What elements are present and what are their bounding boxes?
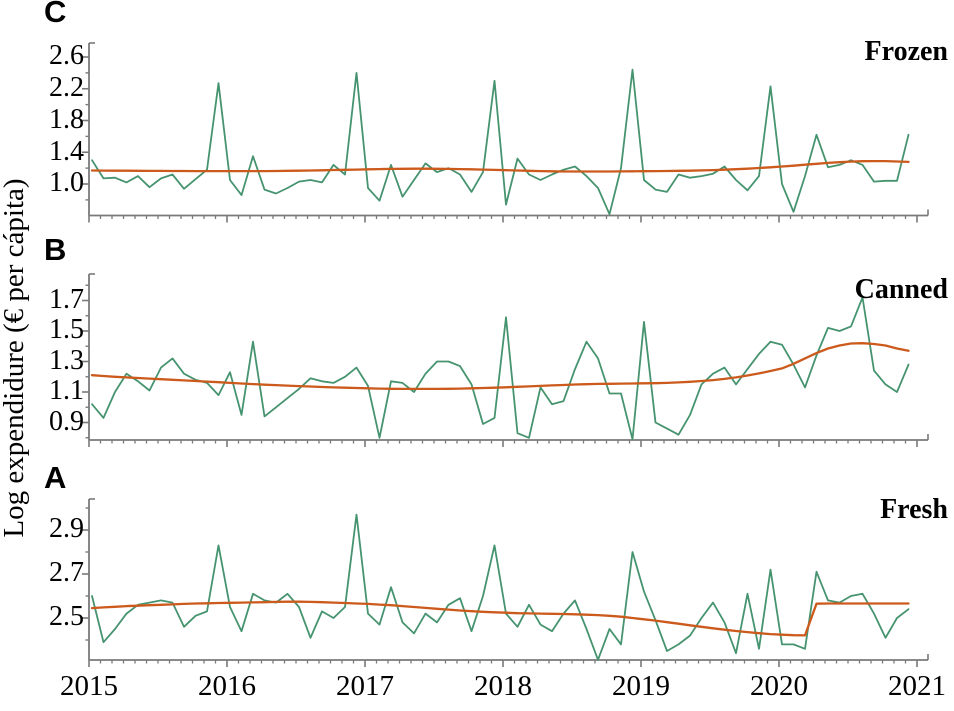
panel-b-trend-line xyxy=(90,342,910,391)
panel-a-ytick-label: 2.5 xyxy=(49,601,84,632)
x-tick-label-2015: 2015 xyxy=(60,670,118,702)
panel-a-ytick-label: 2.9 xyxy=(49,513,84,544)
panel-a-trend-line xyxy=(90,600,910,637)
x-tick-label-2018: 2018 xyxy=(474,670,532,702)
panel-b-ytick-label: 1.5 xyxy=(49,314,84,345)
panel-a-observed-line xyxy=(91,513,910,661)
x-tick-label-2021: 2021 xyxy=(888,670,946,702)
panel-b-ytick-label: 1.3 xyxy=(49,344,84,376)
panel-title-canned: Canned xyxy=(854,274,948,305)
panel-b-ytick-label: 1.1 xyxy=(49,375,84,406)
panel-b xyxy=(82,273,929,447)
panel-c-ytick-label: 2.6 xyxy=(49,40,84,71)
panel-a-ytick-label: 2.7 xyxy=(49,557,84,588)
panel-c-observed-line xyxy=(91,68,910,216)
panel-c-ytick-label: 2.2 xyxy=(49,72,84,103)
panel-a xyxy=(82,498,929,667)
panel-c-ytick-label: 1.0 xyxy=(49,167,84,198)
x-tick-label-2020: 2020 xyxy=(750,670,808,702)
panel-title-fresh: Fresh xyxy=(880,494,948,525)
x-tick-label-2017: 2017 xyxy=(336,670,394,702)
panel-b-observed-line xyxy=(91,296,910,441)
panel-b-ytick-label: 1.7 xyxy=(49,283,84,315)
panel-letter-c: C xyxy=(44,0,67,29)
panel-b-ytick-label: 0.9 xyxy=(49,405,84,437)
panel-c-ytick-label: 1.4 xyxy=(49,135,84,167)
x-tick-label-2016: 2016 xyxy=(198,670,256,702)
panel-letter-a: A xyxy=(44,460,67,495)
panel-title-frozen: Frozen xyxy=(864,36,948,67)
x-tick-label-2019: 2019 xyxy=(612,670,670,702)
panel-c-ytick-label: 1.8 xyxy=(49,103,84,135)
panel-c-trend-line xyxy=(90,159,910,173)
panel-c xyxy=(82,42,929,223)
panel-letter-b: B xyxy=(44,232,67,267)
